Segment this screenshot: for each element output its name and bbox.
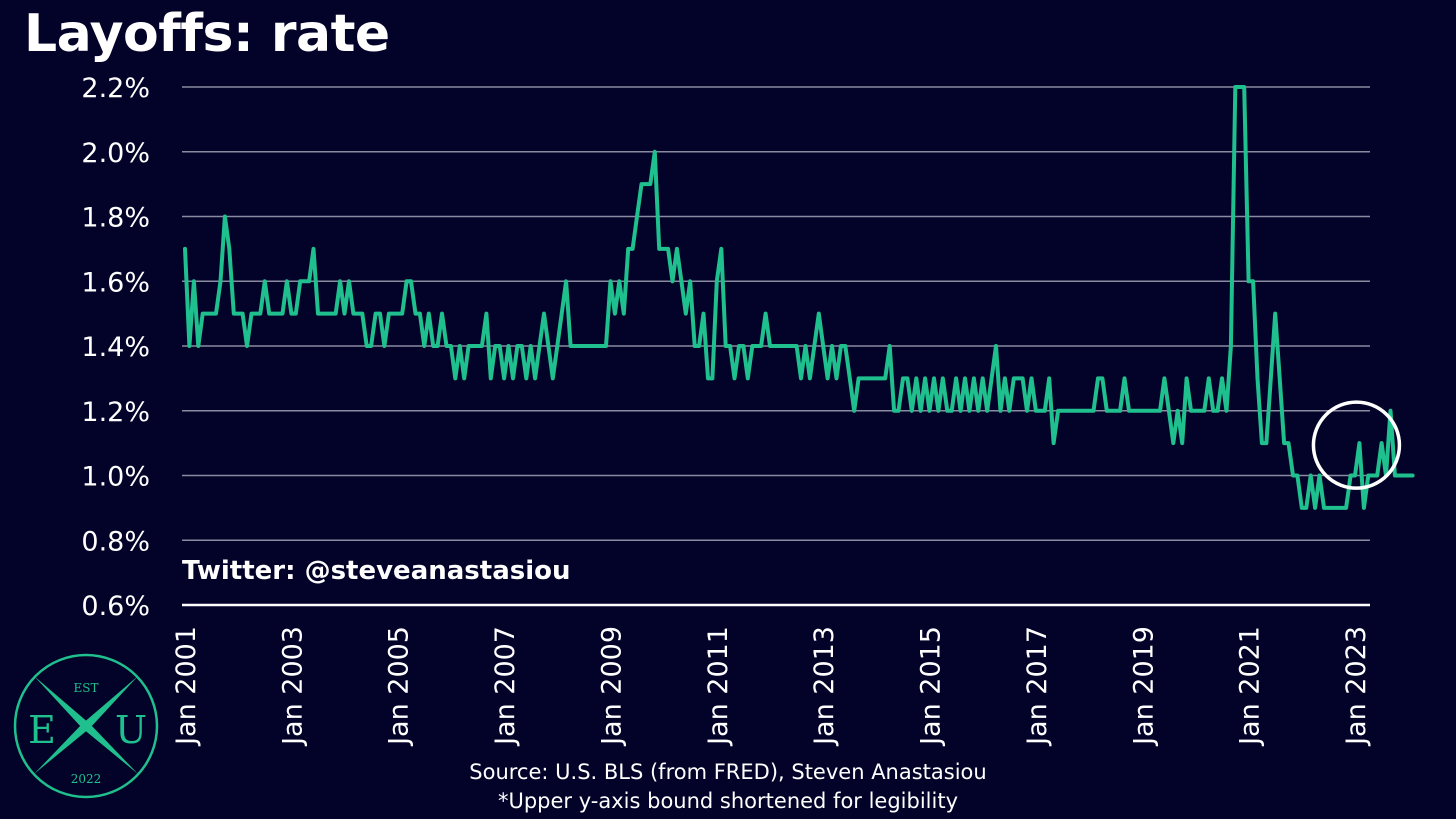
exu-logo: EST E U 2022	[13, 653, 159, 799]
y-tick-label: 1.6%	[81, 267, 150, 298]
x-axis: Jan 2001 Jan 2003 Jan 2005 Jan 2007 Jan 2009…	[171, 626, 1372, 747]
x-tick-label: Jan 2013	[809, 626, 840, 747]
logo-ring	[13, 653, 159, 799]
y-axis: 0.6% 0.8% 1.0% 1.2% 1.4% 1.6% 1.8% 2.0% 2.2%	[81, 73, 150, 622]
y-tick-label: 1.2%	[81, 397, 150, 428]
x-tick-label: Jan 2001	[171, 626, 202, 747]
x-tick-label: Jan 2005	[384, 626, 415, 747]
logo-year-text: 2022	[71, 772, 102, 786]
highlight-circle	[1311, 400, 1402, 490]
axis-note: *Upper y-axis bound shortened for legibi…	[497, 789, 959, 813]
y-tick-label: 2.2%	[81, 73, 150, 104]
x-tick-label: Jan 2003	[277, 626, 308, 747]
y-tick-label: 1.0%	[81, 462, 150, 493]
x-tick-label: Jan 2023	[1341, 626, 1372, 747]
x-tick-label: Jan 2015	[916, 626, 947, 747]
logo-blade	[34, 676, 138, 774]
y-tick-label: 0.8%	[81, 526, 150, 557]
x-tick-label: Jan 2021	[1235, 626, 1266, 747]
logo-left-letter: E	[28, 708, 56, 752]
source-note: Source: U.S. BLS (from FRED), Steven Ana…	[469, 760, 987, 784]
logo-right-letter: U	[115, 708, 147, 752]
x-tick-label: Jan 2011	[703, 626, 734, 747]
x-tick-label: Jan 2019	[1128, 626, 1159, 747]
twitter-handle: Twitter: @steveanastasiou	[182, 556, 571, 586]
x-tick-label: Jan 2009	[596, 626, 627, 747]
y-tick-label: 0.6%	[81, 591, 150, 622]
y-tick-label: 1.4%	[81, 332, 150, 363]
logo-est-text: EST	[74, 681, 99, 695]
y-tick-label: 2.0%	[81, 138, 150, 169]
x-tick-label: Jan 2007	[490, 626, 521, 747]
series-layer	[183, 85, 1415, 510]
chart-title: Layoffs: rate	[24, 4, 390, 64]
x-tick-label: Jan 2017	[1022, 626, 1053, 747]
y-tick-label: 1.8%	[81, 203, 150, 234]
highlight-layer	[1311, 400, 1402, 490]
series-line	[183, 85, 1415, 510]
